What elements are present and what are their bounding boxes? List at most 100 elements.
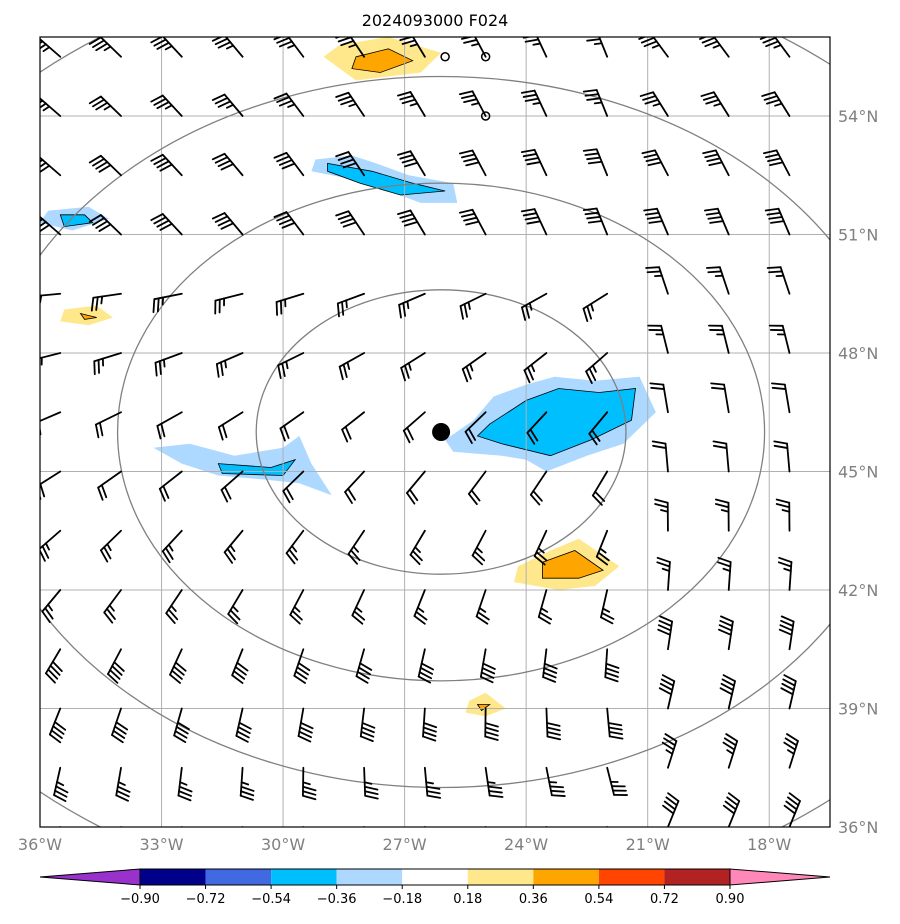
wind-barb	[722, 733, 739, 769]
wind-barb	[150, 213, 183, 236]
chart-title: 2024093000 F024	[362, 11, 509, 30]
wind-barb	[780, 674, 797, 710]
wind-barb	[413, 589, 428, 625]
wind-barb	[156, 411, 183, 440]
wind-barb	[604, 648, 620, 683]
wind-barb	[40, 97, 62, 117]
wind-barb	[582, 148, 609, 177]
wind-barb	[402, 411, 426, 444]
wind-barb	[458, 208, 487, 236]
range-ring	[255, 289, 627, 575]
shaded-field-layer	[40, 37, 656, 717]
shaded-core-top-orange	[351, 48, 414, 73]
wind-barb	[177, 766, 193, 802]
wind-barb	[459, 292, 487, 320]
wind-barb	[783, 733, 799, 769]
wind-barb	[88, 154, 122, 177]
wind-barb	[661, 733, 678, 769]
wind-barb	[165, 589, 183, 624]
wind-barb	[223, 529, 244, 564]
wind-barb	[523, 352, 548, 384]
wind-barb	[211, 152, 244, 177]
wind-barb	[150, 94, 183, 117]
wind-barb	[777, 556, 793, 591]
colorbar-segment	[205, 869, 272, 885]
wind-barb	[211, 37, 244, 58]
wind-barb	[152, 292, 183, 314]
wind-barb	[582, 207, 609, 236]
wind-barb	[100, 529, 122, 563]
wind-barbs-layer	[40, 37, 801, 827]
coast-ring-1	[440, 52, 450, 62]
shaded-core-south-yellow-blob	[476, 704, 491, 712]
wind-barb	[239, 766, 255, 801]
wind-barb	[654, 498, 669, 532]
shaded-core-west-blue-blob	[59, 214, 94, 228]
wind-barb	[40, 156, 62, 177]
colorbar-tick-label: 0.90	[716, 892, 745, 907]
wind-barb	[335, 210, 366, 236]
wind-barb	[641, 149, 669, 177]
lat-tick-label: 48°N	[838, 344, 878, 363]
wind-barb	[88, 95, 122, 117]
wind-barb	[710, 382, 730, 414]
wind-barb	[217, 411, 244, 441]
wind-barb	[649, 382, 669, 414]
wind-barb	[302, 826, 305, 827]
wind-barb	[279, 411, 305, 442]
wind-barb	[273, 211, 305, 236]
longitude-tick-labels: 36°W 33°W 30°W 27°W 24°W 21°W 18°W	[18, 835, 792, 854]
range-ring	[116, 182, 766, 682]
wind-barb	[214, 292, 244, 315]
wind-barb	[461, 352, 487, 383]
wind-barb	[704, 207, 730, 236]
wind-barb	[302, 766, 317, 801]
wind-barb	[169, 648, 187, 684]
wind-barb	[289, 589, 305, 625]
shaded-core-upper-blue-band	[327, 162, 446, 196]
wind-barb	[211, 93, 244, 117]
wind-barb	[273, 37, 305, 58]
wind-barb	[458, 90, 487, 117]
lon-tick-label: 36°W	[18, 835, 62, 854]
wind-barb	[700, 91, 730, 117]
lon-tick-label: 33°W	[139, 835, 183, 854]
wind-barb	[40, 292, 62, 304]
colorbar-segment	[598, 869, 665, 885]
wind-barb	[400, 352, 426, 382]
colorbar-segment	[402, 869, 468, 885]
wind-barb	[717, 556, 732, 591]
wind-barb	[48, 707, 67, 744]
wind-barb	[591, 470, 609, 506]
wind-barb	[150, 153, 183, 177]
coast-ring-2	[480, 52, 491, 62]
colorbar-tick-label: −0.36	[317, 892, 357, 907]
wind-barb	[398, 292, 426, 319]
wind-barb	[95, 411, 122, 439]
colorbar-tick-label: 0.36	[519, 892, 548, 907]
wind-barb	[107, 648, 125, 684]
wind-barb	[545, 826, 548, 827]
wind-barb	[467, 470, 487, 506]
wind-barb	[464, 411, 487, 445]
colorbar-segment	[467, 869, 534, 885]
wind-barb	[338, 352, 366, 381]
wind-barb	[699, 37, 730, 58]
wind-barb	[643, 207, 669, 236]
wind-barb	[90, 292, 122, 312]
wind-barb	[761, 91, 791, 117]
lat-tick-label: 42°N	[838, 581, 878, 600]
wind-barb	[150, 37, 183, 58]
wind-barb	[40, 411, 62, 436]
wind-barb	[293, 648, 311, 684]
wind-barb	[588, 411, 609, 446]
lat-tick-label: 45°N	[838, 463, 878, 482]
wind-barb	[227, 589, 244, 625]
wind-barb	[537, 589, 553, 625]
wind-barb	[275, 292, 305, 316]
wind-barb	[526, 411, 548, 445]
wind-barb	[115, 766, 131, 802]
wind-barb	[335, 151, 366, 177]
wind-barb	[606, 707, 624, 740]
